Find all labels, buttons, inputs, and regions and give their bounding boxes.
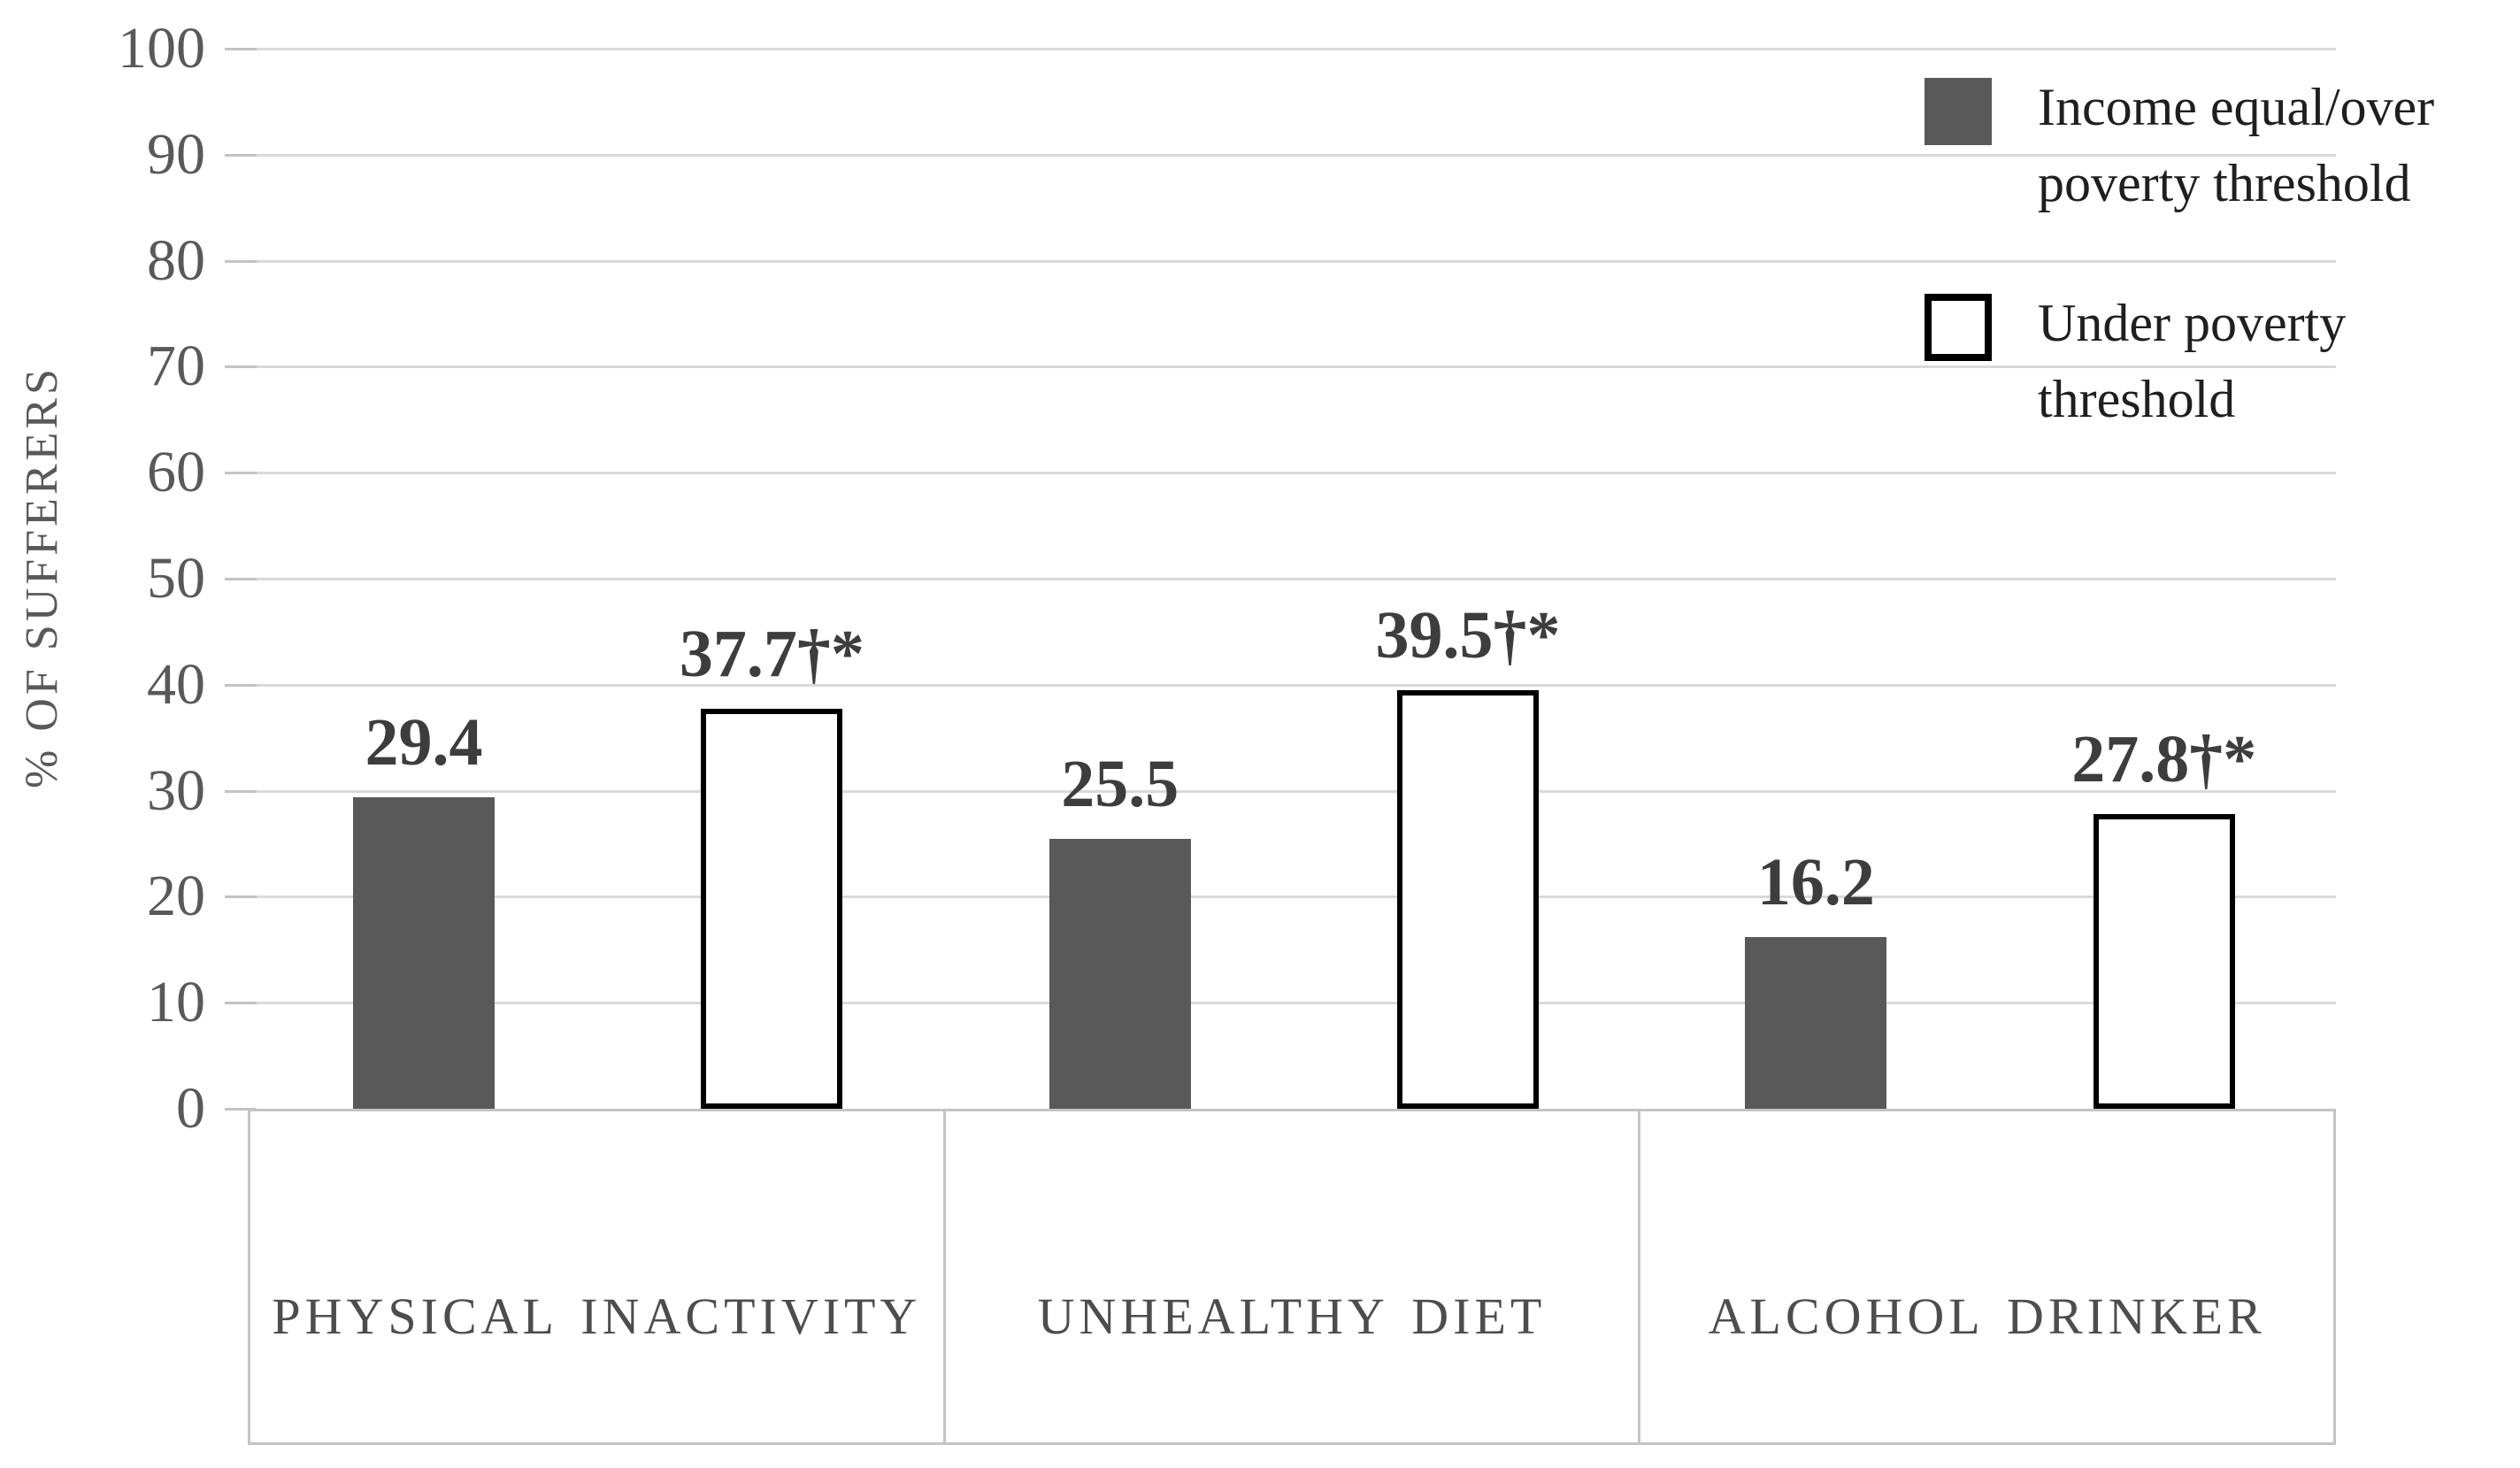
- y-tick-mark: [225, 48, 257, 50]
- y-tick-mark: [225, 259, 257, 263]
- y-axis-tick-labels: 100 90 80 70 60 50 40 30 20 10 0: [0, 19, 205, 1138]
- y-tick-label: 20: [147, 864, 205, 929]
- legend: Income equal/over poverty threshold Unde…: [1925, 69, 2516, 437]
- bar-value-label: 27.8†*: [2071, 721, 2257, 796]
- gridline: [248, 1002, 2336, 1005]
- y-tick-mark: [225, 1002, 257, 1005]
- bar-income-over-threshold: [353, 796, 496, 1109]
- y-tick-label: 0: [176, 1076, 205, 1141]
- y-tick-mark: [225, 472, 257, 475]
- gridline: [248, 895, 2336, 899]
- gridline: [248, 365, 2336, 369]
- gridline: [248, 683, 2336, 687]
- bar-under-poverty-threshold: [1397, 689, 1540, 1109]
- category-cell-unhealthy-diet: UNHEALTHY DIET: [946, 1111, 1641, 1442]
- y-tick-mark: [225, 683, 257, 687]
- y-tick-label: 100: [118, 16, 205, 81]
- y-tick-label: 30: [147, 757, 205, 823]
- gridline: [248, 153, 2336, 157]
- y-tick-label: 90: [147, 121, 205, 187]
- legend-label: Income equal/over poverty threshold: [2038, 78, 2435, 212]
- y-tick-label: 10: [147, 970, 205, 1035]
- category-cell-physical-inactivity: PHYSICAL INACTIVITY: [250, 1111, 946, 1442]
- y-tick-label: 80: [147, 227, 205, 293]
- y-tick-mark: [225, 153, 257, 157]
- y-tick-label: 60: [147, 440, 205, 505]
- bar-under-poverty-threshold: [701, 709, 843, 1109]
- legend-item-income-over: Income equal/over poverty threshold: [1925, 69, 2516, 221]
- category-label: PHYSICAL INACTIVITY: [272, 1287, 922, 1345]
- category-axis: PHYSICAL INACTIVITY UNHEALTHY DIET ALCOH…: [248, 1109, 2336, 1445]
- outlined-square-swatch: [1925, 294, 1992, 361]
- gridline: [248, 48, 2336, 50]
- gridline: [248, 472, 2336, 475]
- bar-value-label: 39.5†*: [1375, 597, 1561, 673]
- filled-square-swatch: [1925, 78, 1992, 145]
- y-tick-mark: [225, 365, 257, 369]
- y-tick-mark: [225, 895, 257, 899]
- plot-area: 29.4 25.5 16.2 37.7†* 39.5†* 27.8†*: [225, 48, 2336, 1111]
- gridline: [248, 789, 2336, 793]
- bar-value-label: 16.2: [1756, 844, 1875, 919]
- y-tick-mark: [225, 578, 257, 580]
- bar-value-label: 25.5: [1061, 746, 1179, 821]
- legend-label: Under poverty threshold: [2038, 294, 2347, 428]
- bar-income-over-threshold: [1745, 936, 1887, 1109]
- y-tick-mark: [225, 789, 257, 793]
- category-cell-alcohol-drinker: ALCOHOL DRINKER: [1640, 1111, 2333, 1442]
- y-tick-label: 40: [147, 651, 205, 717]
- bar-value-label: 29.4: [365, 704, 483, 780]
- y-tick-label: 70: [147, 334, 205, 399]
- y-tick-mark: [225, 1108, 257, 1111]
- bar-under-poverty-threshold: [2093, 813, 2235, 1109]
- legend-item-under-poverty: Under poverty threshold: [1925, 285, 2516, 437]
- category-label: ALCOHOL DRINKER: [1708, 1287, 2266, 1345]
- gridline: [248, 259, 2336, 263]
- y-tick-label: 50: [147, 546, 205, 611]
- category-label: UNHEALTHY DIET: [1037, 1287, 1547, 1345]
- bar-income-over-threshold: [1049, 838, 1191, 1109]
- bar-value-label: 37.7†*: [679, 617, 864, 692]
- gridline: [248, 578, 2336, 580]
